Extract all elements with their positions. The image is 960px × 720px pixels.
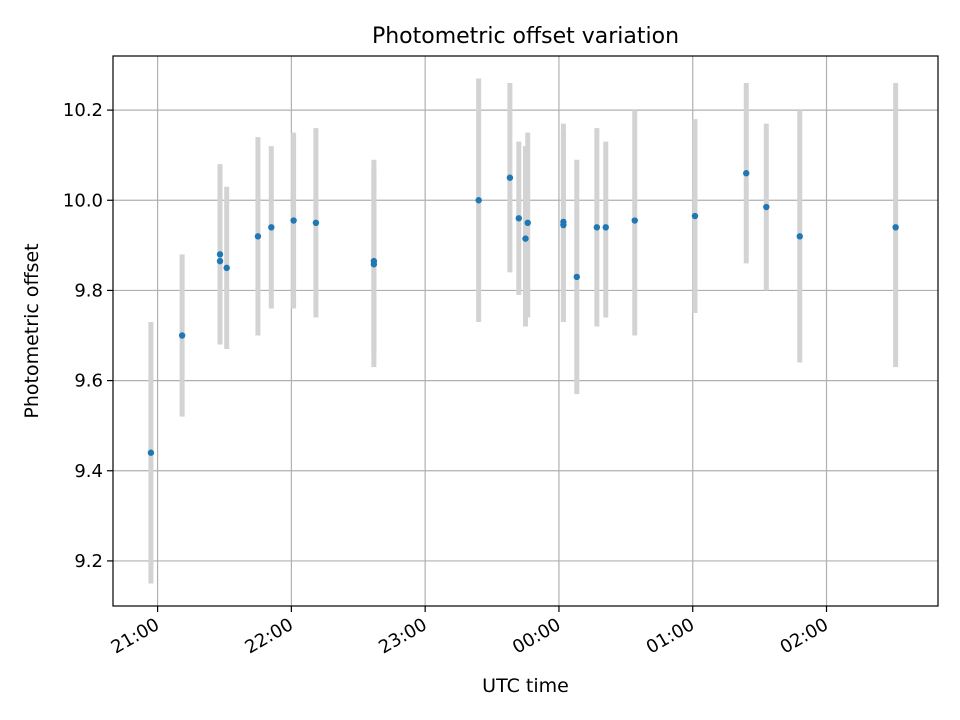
data-point [370, 261, 378, 268]
plot-frame [112, 55, 939, 607]
data-point [522, 235, 529, 242]
y-tick-label: 10.2 [63, 100, 103, 121]
y-tick-label: 9.4 [74, 461, 103, 482]
data-point [178, 332, 186, 339]
data-point [602, 224, 609, 231]
x-tick-label: 02:00 [777, 614, 832, 658]
data-point [743, 170, 750, 177]
data-point [290, 217, 297, 224]
y-tick-label: 10.0 [63, 190, 103, 211]
data-points [147, 170, 899, 456]
data-point [506, 174, 514, 181]
error-bars [148, 78, 899, 584]
x-tick-label: 22:00 [241, 614, 296, 658]
data-point [631, 217, 638, 224]
data-point [796, 233, 803, 240]
data-point [223, 264, 230, 272]
data-point [216, 251, 224, 258]
x-tick-label: 21:00 [108, 614, 163, 658]
data-point [524, 219, 531, 227]
data-point [560, 218, 567, 226]
data-point [268, 224, 275, 231]
y-axis-label: Photometric offset [21, 243, 43, 418]
x-tick-label: 00:00 [509, 614, 564, 658]
x-tick-label: 23:00 [375, 614, 430, 658]
data-point [573, 273, 580, 281]
data-point [475, 197, 482, 204]
data-point [254, 233, 262, 240]
y-tick-label: 9.6 [74, 371, 103, 392]
data-point [763, 203, 770, 211]
chart-title: Photometric offset variation [372, 24, 679, 49]
data-point [691, 212, 699, 220]
data-point [593, 224, 601, 231]
data-point [515, 215, 523, 222]
data-point [216, 257, 224, 265]
axis-ticks: 21:00 22:00 23:00 00:00 01:00 02:00 9.2 9.4 9.6 9… [63, 100, 832, 658]
data-point [147, 449, 155, 456]
x-tick-label: 01:00 [643, 614, 698, 658]
data-point [892, 224, 899, 231]
x-axis-label: UTC time [482, 675, 569, 697]
y-tick-label: 9.2 [74, 551, 103, 572]
y-tick-label: 9.8 [74, 280, 103, 301]
data-point [312, 219, 320, 227]
